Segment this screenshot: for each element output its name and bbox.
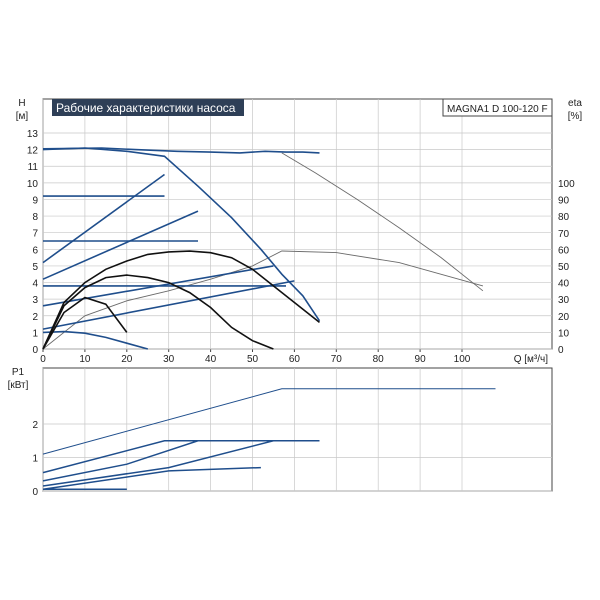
- head-curve: [42, 280, 295, 330]
- y-tick-label: 4: [32, 279, 38, 290]
- y-right-tick-label: 20: [558, 312, 570, 323]
- y-tick-label: 12: [27, 146, 39, 157]
- x-tick-label: 10: [79, 354, 91, 365]
- y-tick-label: 1: [32, 454, 38, 465]
- x-tick-label: 70: [331, 354, 343, 365]
- y-right-tick-label: 90: [558, 196, 570, 207]
- x-axis-label: Q [м³/ч]: [514, 354, 549, 365]
- y-right-tick-label: 70: [558, 229, 570, 240]
- y-tick-label: 7: [32, 229, 38, 240]
- power-curve: [42, 388, 496, 455]
- eta-curve: [42, 250, 320, 350]
- power-curve: [42, 440, 320, 487]
- y-tick-label: 6: [32, 245, 38, 256]
- head-curve: [42, 147, 321, 322]
- chart-title: Рабочие характеристики насоса: [56, 101, 236, 115]
- head-curve: [42, 210, 199, 280]
- head-curve-grey: [281, 152, 484, 292]
- power-axis-unit: [кВт]: [8, 380, 29, 391]
- y-tick-label: 0: [32, 345, 38, 356]
- x-tick-label: 60: [289, 354, 301, 365]
- eta-curve: [42, 296, 128, 350]
- y-tick-label: 2: [32, 420, 38, 431]
- y-right-axis-unit: [%]: [568, 111, 583, 122]
- y-tick-label: 8: [32, 212, 38, 223]
- plot-area: [42, 98, 553, 350]
- y-tick-label: 0: [32, 487, 38, 498]
- power-curve: [42, 466, 261, 491]
- y-axis-unit: [м]: [16, 111, 29, 122]
- y-tick-label: 2: [32, 312, 38, 323]
- y-right-tick-label: 10: [558, 328, 570, 339]
- y-right-axis-label: eta: [568, 98, 582, 109]
- y-tick-label: 3: [32, 295, 38, 306]
- y-tick-label: 9: [32, 195, 38, 206]
- eta-curve: [42, 274, 274, 350]
- power-panel: 0 1 2 P1 [кВт]: [8, 367, 553, 498]
- y-tick-label: 11: [28, 162, 39, 173]
- head-curve: [42, 147, 320, 154]
- y-tick-label: 13: [27, 129, 39, 140]
- x-tick-label: 30: [163, 354, 175, 365]
- power-curve: [42, 440, 320, 482]
- x-tick-label: 90: [415, 354, 427, 365]
- x-tick-label: 20: [121, 354, 133, 365]
- y-right-tick-label: 100: [558, 179, 575, 190]
- x-tick-label: 50: [247, 354, 259, 365]
- model-label-box: [442, 98, 553, 117]
- model-label: MAGNA1 D 100-120 F: [447, 104, 548, 115]
- head-curve: [42, 330, 149, 350]
- y-right-tick-label: 80: [558, 212, 570, 223]
- x-tick-label: 40: [205, 354, 217, 365]
- head-flow-panel: 0 10 20 30 40 50 60 70 80 90 100012345678910111213…: [16, 98, 583, 365]
- chart-title-bg: [52, 99, 244, 116]
- power-axis-label: P1: [12, 367, 25, 378]
- y-tick-label: 5: [32, 262, 38, 273]
- y-axis-label: H: [18, 98, 25, 109]
- y-right-tick-label: 40: [558, 279, 570, 290]
- head-curve: [42, 173, 165, 264]
- x-tick-label: 0: [40, 354, 46, 365]
- y-right-tick-label: 50: [558, 262, 570, 273]
- y-tick-label: 10: [27, 179, 39, 190]
- x-tick-label: 80: [373, 354, 385, 365]
- y-tick-label: 1: [32, 328, 38, 339]
- y-right-tick-label: 30: [558, 295, 570, 306]
- x-tick-label: 100: [454, 354, 471, 365]
- power-plot-area: [42, 367, 553, 492]
- y-right-tick-label: 0: [558, 345, 564, 356]
- y-right-tick-label: 60: [558, 245, 570, 256]
